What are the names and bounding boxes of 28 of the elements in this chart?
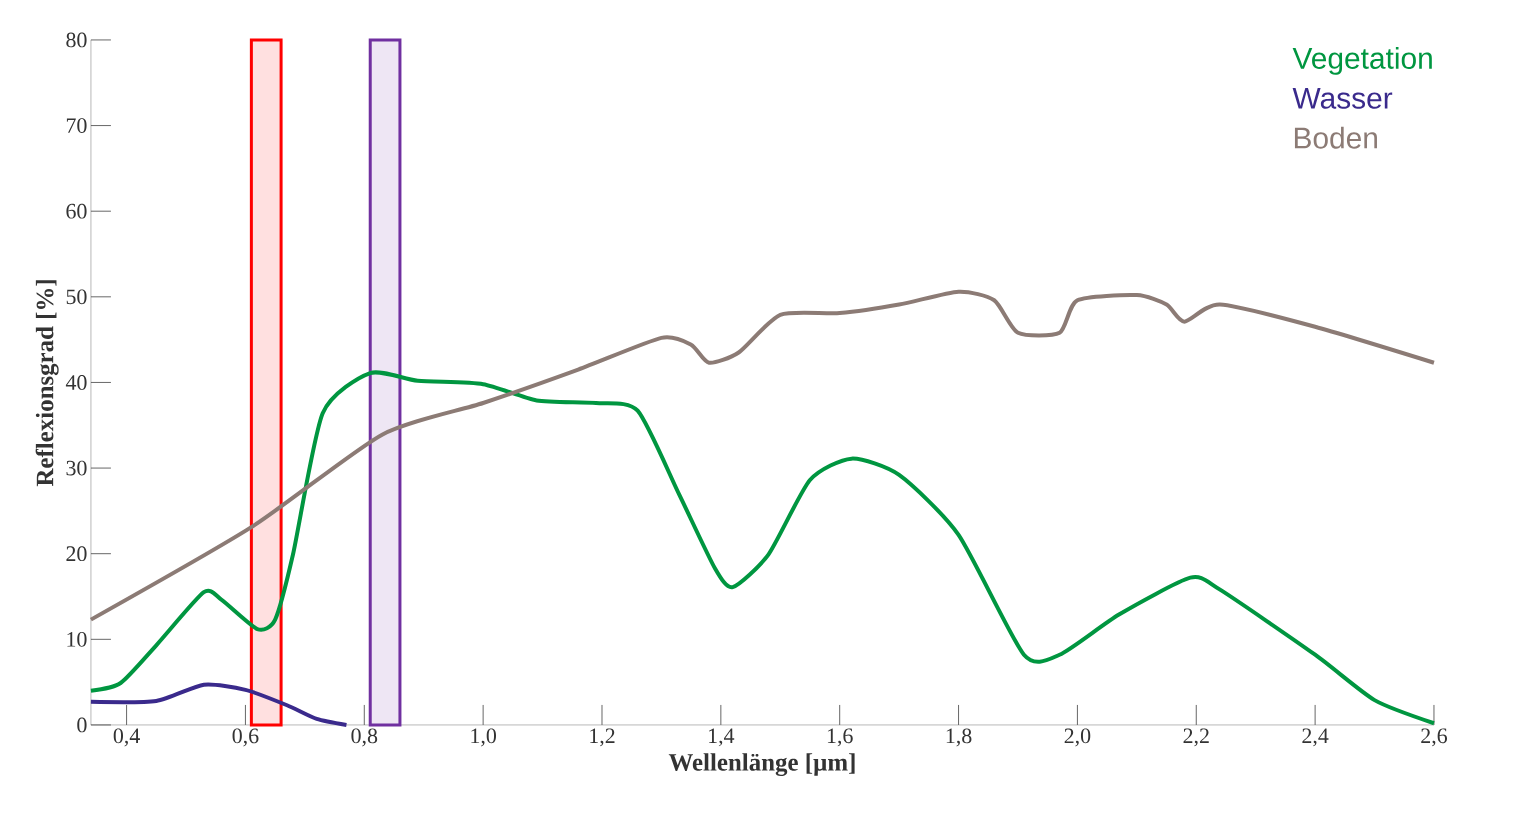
x-tick-label: 1,2 — [590, 728, 615, 747]
x-tick-label: 1,6 — [827, 728, 853, 747]
x-tick-label: 0,8 — [351, 728, 378, 747]
x-tick-label: 1,4 — [709, 728, 735, 747]
y-tick-label: 20 — [66, 546, 87, 562]
y-tick-label: 0 — [77, 717, 87, 733]
x-tick-label: 1,0 — [471, 728, 496, 747]
text: Boden — [1294, 126, 1377, 149]
y-tick-label: 60 — [66, 203, 87, 219]
y-axis-title: Reflexionsgrad [%] — [35, 280, 59, 487]
x-axis-title: Wellenlänge [µm] — [668, 753, 855, 777]
y-tick-label: 30 — [66, 460, 87, 476]
y-tick-label: 70 — [66, 118, 87, 133]
line-series — [88, 289, 1436, 622]
line-series — [88, 682, 349, 727]
y-tick-label: 80 — [66, 32, 87, 48]
text: Vegetation — [1292, 46, 1432, 75]
y-tick-label: 50 — [66, 289, 87, 305]
text: Wasser — [1292, 87, 1393, 109]
x-tick-label: 2,0 — [1064, 728, 1091, 747]
y-tick-label: 40 — [65, 375, 87, 390]
x-tick-label: 2,2 — [1183, 728, 1209, 747]
x-tick-label: 2,6 — [1421, 728, 1448, 747]
x-tick-label: 0,6 — [232, 728, 259, 747]
y-tick-label: 10 — [67, 631, 87, 647]
x-tick-label: 2,4 — [1302, 728, 1329, 747]
x-tick-label: 0,4 — [113, 728, 140, 747]
x-tick-label: 1,8 — [946, 728, 972, 747]
